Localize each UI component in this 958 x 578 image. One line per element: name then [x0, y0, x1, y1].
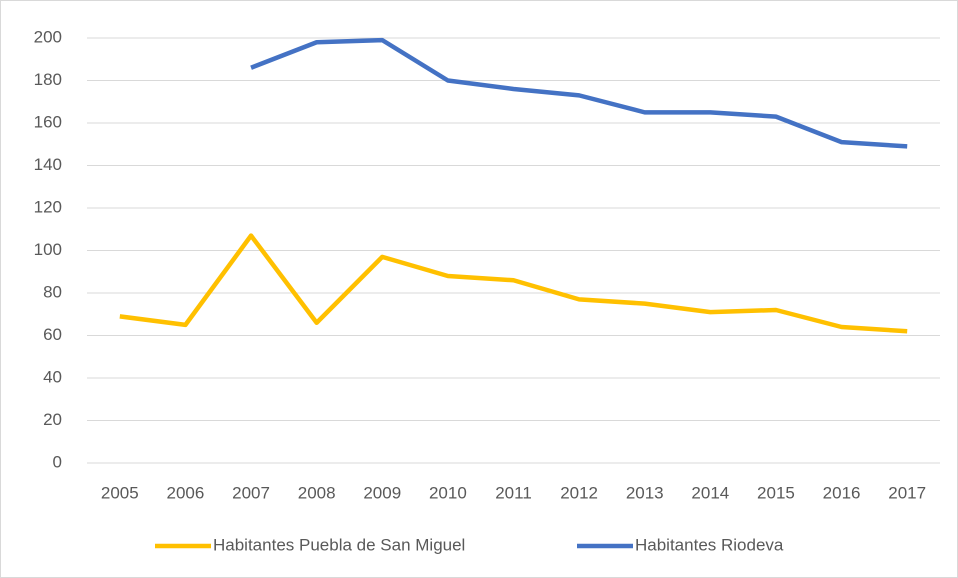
x-tick-label: 2011 — [495, 483, 532, 502]
x-tick-label: 2014 — [691, 483, 729, 502]
y-tick-label: 120 — [34, 197, 62, 216]
y-tick-label: 40 — [43, 367, 62, 386]
x-tick-label: 2015 — [757, 483, 795, 502]
x-tick-label: 2006 — [167, 483, 205, 502]
x-tick-label: 2009 — [363, 483, 401, 502]
x-tick-label: 2012 — [560, 483, 598, 502]
series-line — [250, 37, 908, 149]
x-tick-label: 2005 — [101, 483, 139, 502]
y-tick-label: 200 — [34, 27, 62, 46]
y-tick-label: 180 — [34, 70, 62, 89]
x-tick-label: 2007 — [232, 483, 270, 502]
legend-label: Habitantes Riodeva — [635, 535, 784, 554]
y-tick-label: 80 — [43, 282, 62, 301]
x-tick-label: 2008 — [298, 483, 336, 502]
y-tick-label: 0 — [53, 452, 62, 471]
x-tick-label: 2016 — [823, 483, 861, 502]
y-tick-label: 100 — [34, 240, 62, 259]
x-tick-label: 2010 — [429, 483, 467, 502]
y-tick-label: 60 — [43, 325, 62, 344]
y-tick-label: 160 — [34, 112, 62, 131]
x-tick-label: 2017 — [888, 483, 926, 502]
y-tick-label: 20 — [43, 410, 62, 429]
y-tick-label: 140 — [34, 155, 62, 174]
legend-label: Habitantes Puebla de San Miguel — [213, 535, 465, 554]
series-line — [119, 233, 908, 334]
x-tick-label: 2013 — [626, 483, 664, 502]
